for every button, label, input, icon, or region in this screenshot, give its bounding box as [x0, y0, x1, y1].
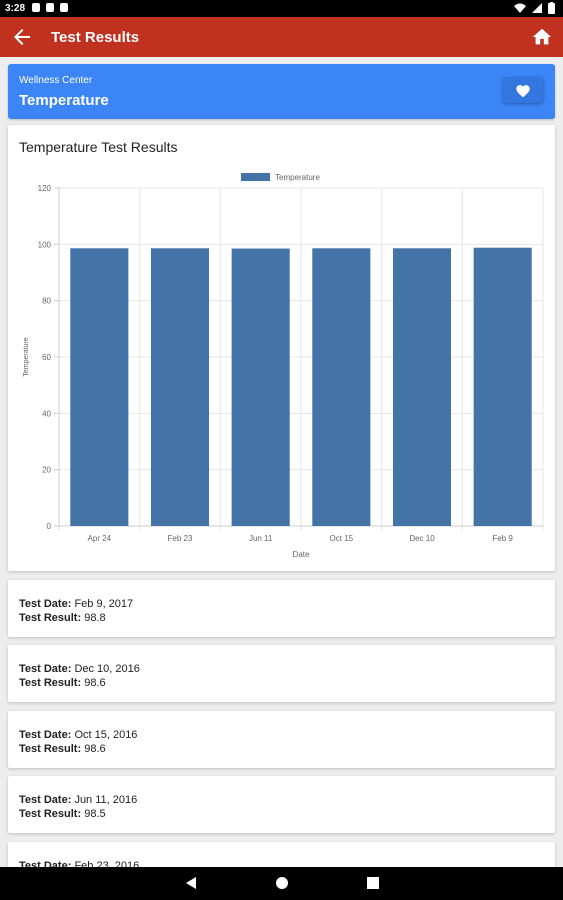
status-time: 3:28	[5, 3, 26, 14]
navigation-bar	[0, 867, 563, 900]
message-icon	[32, 3, 40, 12]
test-date-label: Test Date:	[19, 794, 72, 806]
bar-feb-23	[150, 248, 210, 526]
y-tick-label: 100	[38, 240, 52, 249]
x-tick-label: Oct 15	[330, 534, 354, 543]
result-card[interactable]: Test Date: Oct 15, 2016 Test Result: 98.6	[8, 711, 555, 768]
notification-icons	[32, 3, 68, 12]
x-tick-label: Dec 10	[409, 534, 435, 543]
test-date-label: Test Date:	[19, 729, 72, 741]
bar-oct-15	[312, 248, 371, 526]
nav-home-icon[interactable]	[275, 876, 289, 890]
status-bar: 3:28	[0, 0, 563, 17]
app-bar: Test Results	[0, 17, 563, 57]
wifi-icon	[514, 3, 526, 13]
header-subtitle: Wellness Center	[19, 75, 93, 86]
bar-feb-9	[473, 247, 532, 527]
back-arrow-icon[interactable]	[10, 25, 34, 49]
heart-icon	[516, 84, 530, 97]
x-tick-label: Feb 9	[492, 534, 513, 543]
test-date-line: Test Date: Feb 9, 2017	[19, 598, 133, 610]
favorite-button[interactable]	[503, 77, 543, 103]
header-card: Wellness Center Temperature	[8, 64, 555, 119]
y-tick-label: 20	[42, 466, 51, 475]
header-title: Temperature	[19, 92, 109, 109]
y-tick-label: 60	[42, 353, 51, 362]
x-axis-title: Date	[293, 550, 310, 559]
home-icon[interactable]	[531, 26, 553, 48]
system-icons	[514, 2, 555, 14]
chart-card: Temperature Test Results 0 20 40 60 80 100 120…	[8, 125, 555, 571]
test-result-line: Test Result: 98.6	[19, 743, 106, 755]
y-axis-title: Temperature	[23, 337, 30, 376]
result-card[interactable]: Test Date: Dec 10, 2016 Test Result: 98.6	[8, 645, 555, 702]
page-title: Test Results	[51, 29, 140, 46]
y-tick-label: 120	[38, 184, 52, 193]
test-date-line: Test Date: Dec 10, 2016	[19, 663, 140, 675]
signal-icon	[532, 3, 542, 13]
test-date-line: Test Date: Oct 15, 2016	[19, 729, 137, 741]
nav-back-icon[interactable]	[184, 876, 198, 890]
y-tick-label: 0	[47, 522, 52, 531]
result-card[interactable]: Test Date: Feb 9, 2017 Test Result: 98.8	[8, 580, 555, 637]
test-date-value: Oct 15, 2016	[74, 729, 138, 741]
test-date-value: Feb 9, 2017	[74, 598, 134, 610]
x-tick-label: Feb 23	[168, 534, 193, 543]
temperature-bar-chart: 0 20 40 60 80 100 120 Apr 24 Feb 23 Jun 11 Oct 15 D…	[23, 173, 544, 559]
bar-apr-24	[70, 248, 129, 526]
x-tick-label: Apr 24	[88, 534, 112, 543]
chart-title: Temperature Test Results	[19, 139, 178, 155]
legend-swatch	[241, 173, 270, 181]
test-result-value: 98.5	[84, 808, 106, 820]
test-date-line: Test Date: Jun 11, 2016	[19, 794, 137, 806]
sim-icon	[60, 3, 68, 12]
test-result-line: Test Result: 98.8	[19, 612, 106, 624]
test-date-label: Test Date:	[19, 598, 72, 610]
x-tick-label: Jun 11	[249, 534, 273, 543]
test-result-label: Test Result:	[19, 743, 82, 755]
test-result-value: 98.8	[84, 612, 106, 624]
test-result-line: Test Result: 98.5	[19, 808, 106, 820]
test-result-line: Test Result: 98.6	[19, 677, 106, 689]
bar-jun-11	[231, 248, 290, 526]
test-date-label: Test Date:	[19, 663, 72, 675]
y-tick-label: 40	[42, 409, 51, 418]
test-result-label: Test Result:	[19, 808, 82, 820]
file-icon	[46, 3, 54, 12]
nav-recents-icon[interactable]	[366, 876, 380, 890]
battery-icon	[548, 2, 555, 14]
test-date-value: Dec 10, 2016	[74, 663, 140, 675]
test-date-value: Jun 11, 2016	[74, 794, 138, 806]
result-card[interactable]: Test Date: Jun 11, 2016 Test Result: 98.5	[8, 776, 555, 833]
test-result-label: Test Result:	[19, 612, 82, 624]
legend-label: Temperature	[275, 173, 320, 182]
test-result-value: 98.6	[84, 677, 106, 689]
test-result-label: Test Result:	[19, 677, 82, 689]
test-result-value: 98.6	[84, 743, 106, 755]
y-tick-label: 80	[42, 297, 51, 306]
bar-dec-10	[392, 248, 452, 526]
